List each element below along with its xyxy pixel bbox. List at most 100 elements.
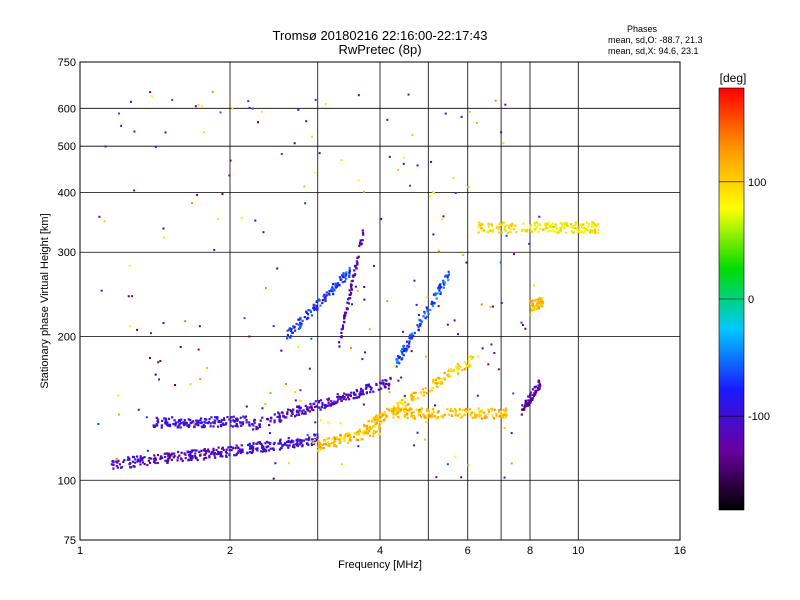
data-point — [393, 413, 396, 416]
data-point — [120, 124, 123, 127]
data-point — [410, 395, 413, 398]
data-point — [343, 436, 347, 439]
data-point — [493, 351, 496, 354]
data-point — [410, 413, 413, 417]
data-point — [166, 461, 169, 464]
data-point — [334, 437, 337, 441]
data-point — [344, 274, 347, 277]
data-point — [385, 379, 388, 382]
data-point — [322, 446, 325, 450]
data-point — [341, 327, 344, 330]
data-point — [286, 333, 290, 337]
data-point — [424, 421, 427, 424]
data-point — [328, 436, 331, 440]
data-point — [397, 355, 400, 358]
data-point — [205, 418, 208, 421]
data-point — [356, 261, 359, 264]
data-point — [361, 393, 364, 396]
data-point — [251, 444, 254, 448]
data-point — [345, 273, 348, 276]
data-point — [153, 457, 156, 461]
data-point — [426, 414, 429, 418]
data-point — [157, 361, 160, 364]
data-point — [397, 356, 401, 359]
data-point — [559, 221, 562, 225]
data-point — [166, 459, 169, 462]
data-point — [328, 289, 331, 293]
data-point — [205, 456, 208, 459]
data-point — [419, 322, 422, 325]
data-point — [256, 121, 259, 124]
data-point — [531, 304, 534, 307]
data-point — [291, 412, 294, 415]
colorbar-tick-label: 100 — [748, 177, 766, 189]
data-point — [287, 437, 290, 440]
data-point — [164, 417, 167, 420]
data-point — [191, 454, 194, 458]
data-point — [178, 454, 181, 457]
data-point — [466, 364, 469, 367]
data-point — [213, 421, 216, 425]
data-point — [478, 224, 481, 227]
data-point — [397, 169, 400, 172]
data-point — [224, 423, 227, 426]
data-point — [402, 354, 405, 357]
data-point — [348, 275, 351, 278]
data-point — [221, 447, 224, 450]
data-point — [208, 450, 211, 453]
data-point — [187, 425, 190, 429]
data-point — [211, 451, 214, 454]
data-point — [404, 347, 408, 350]
data-point — [398, 400, 401, 403]
data-point — [265, 446, 268, 449]
data-point — [574, 227, 577, 230]
data-point — [443, 281, 447, 284]
data-point — [466, 410, 469, 413]
data-point — [297, 318, 300, 321]
data-point — [190, 450, 193, 453]
data-point — [375, 416, 378, 420]
data-point — [148, 356, 151, 359]
data-point — [447, 274, 450, 277]
data-point — [343, 276, 346, 279]
data-point — [296, 441, 299, 444]
data-point — [444, 112, 447, 115]
data-point — [154, 461, 157, 465]
data-point — [318, 450, 321, 453]
data-point — [380, 218, 383, 221]
data-point — [355, 396, 358, 399]
data-point — [235, 454, 238, 457]
data-point — [194, 105, 197, 108]
data-point — [292, 408, 295, 411]
data-point — [537, 307, 540, 310]
data-point — [278, 412, 281, 416]
data-point — [174, 421, 178, 424]
data-point — [591, 231, 594, 234]
data-point — [180, 418, 183, 421]
data-point — [286, 440, 289, 443]
data-point — [538, 302, 541, 305]
data-point — [533, 221, 536, 225]
data-point — [418, 414, 422, 417]
data-point — [442, 282, 445, 285]
data-point — [500, 131, 503, 134]
data-point — [322, 443, 326, 446]
data-point — [501, 223, 504, 226]
data-point — [349, 435, 352, 439]
data-point — [395, 358, 398, 361]
data-point — [300, 412, 304, 415]
data-point — [350, 283, 353, 287]
data-point — [332, 293, 335, 296]
data-point — [295, 322, 298, 326]
data-point — [461, 415, 464, 418]
data-point — [362, 190, 365, 193]
data-point — [164, 131, 167, 134]
data-point — [278, 439, 282, 443]
data-point — [188, 455, 191, 458]
data-point — [272, 477, 275, 480]
data-point — [202, 458, 206, 461]
data-point — [296, 409, 299, 412]
data-point — [286, 412, 289, 416]
data-point — [549, 223, 552, 227]
data-point — [273, 441, 276, 444]
